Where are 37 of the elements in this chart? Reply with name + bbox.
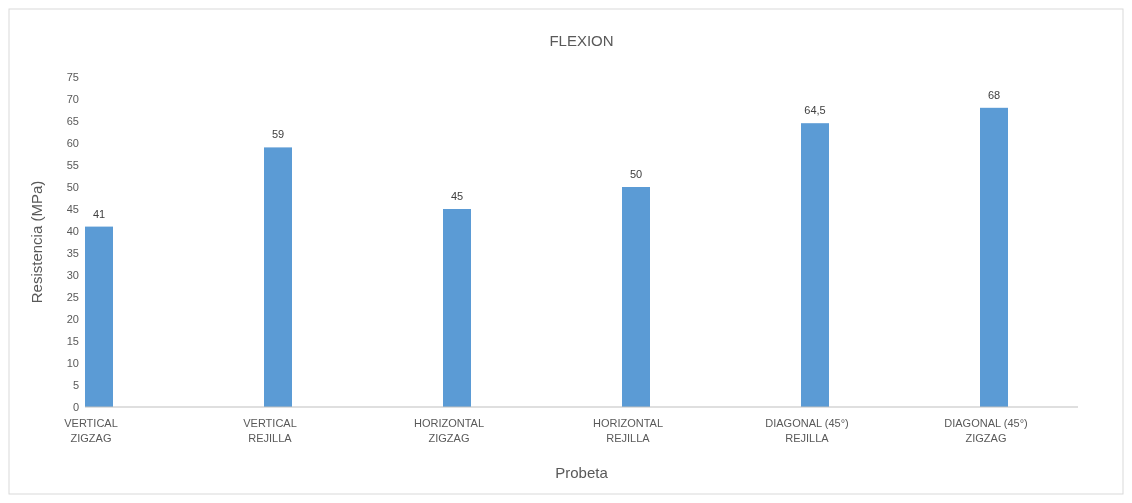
data-label: 45 bbox=[450, 190, 464, 202]
y-tick-label: 35 bbox=[66, 246, 79, 259]
data-label: 41 bbox=[92, 207, 106, 220]
y-tick-label: 50 bbox=[66, 180, 79, 193]
y-tick-label: 30 bbox=[66, 268, 79, 281]
y-tick-label: 20 bbox=[66, 312, 79, 325]
y-tick-label: 60 bbox=[66, 136, 79, 149]
y-tick-label: 10 bbox=[66, 356, 79, 369]
y-tick-label: 55 bbox=[66, 158, 79, 171]
data-label: 59 bbox=[271, 128, 285, 141]
y-tick-label: 15 bbox=[66, 334, 79, 347]
data-label: 50 bbox=[629, 168, 643, 180]
x-tick-label: HORIZONTAL ZIGZAG bbox=[413, 417, 485, 444]
y-axis-title: Resistencia (MPa) bbox=[28, 180, 45, 304]
x-tick-label: DIAGONAL (45°) ZIGZAG bbox=[944, 417, 1028, 444]
x-tick-label: VERTICAL ZIGZAG bbox=[64, 417, 118, 444]
data-label: 68 bbox=[987, 88, 1001, 101]
y-tick-label: 65 bbox=[66, 114, 79, 127]
bar bbox=[264, 147, 292, 407]
x-tick-label: HORIZONTAL REJILLA bbox=[592, 417, 664, 444]
bar bbox=[622, 187, 650, 407]
y-tick-label: 25 bbox=[66, 290, 79, 303]
x-tick-label: DIAGONAL (45°) REJILLA bbox=[765, 417, 849, 444]
data-label: 64,5 bbox=[804, 104, 826, 117]
bar bbox=[801, 123, 829, 407]
y-tick-label: 45 bbox=[66, 202, 79, 215]
y-tick-label: 40 bbox=[66, 224, 79, 237]
y-tick-label: 75 bbox=[66, 70, 79, 83]
y-tick-label: 0 bbox=[72, 400, 79, 413]
bar bbox=[85, 226, 113, 407]
y-tick-label: 70 bbox=[66, 92, 79, 105]
y-tick-label: 5 bbox=[72, 378, 79, 391]
x-tick-label: VERTICAL REJILLA bbox=[243, 417, 297, 444]
x-axis-title: Probeta bbox=[555, 464, 609, 481]
bar bbox=[443, 209, 471, 407]
bar bbox=[980, 107, 1008, 407]
chart-title: FLEXION bbox=[549, 32, 614, 49]
